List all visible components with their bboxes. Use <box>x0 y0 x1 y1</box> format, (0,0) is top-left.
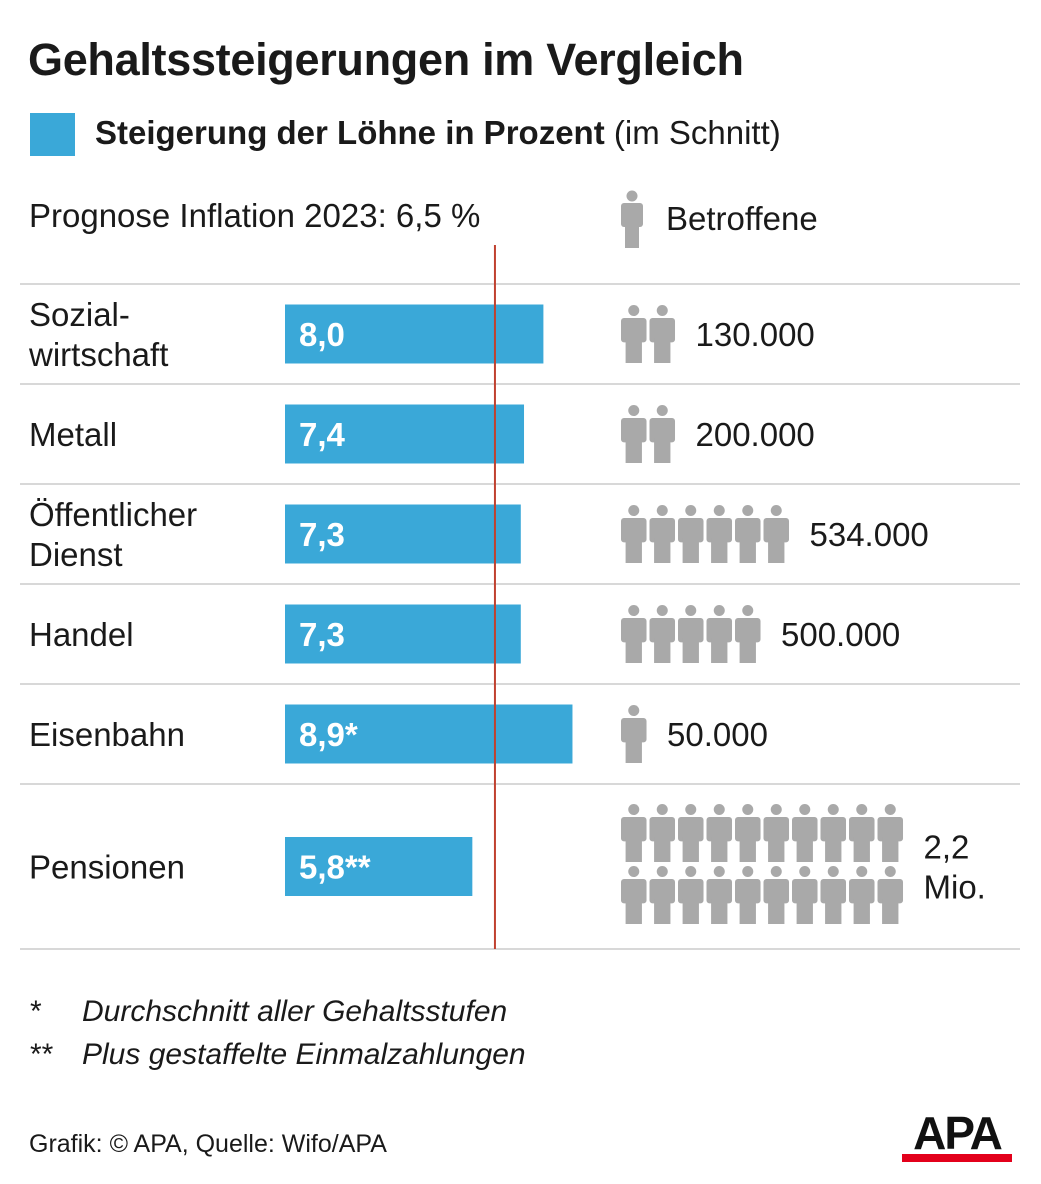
affected-count: 500.000 <box>781 616 900 653</box>
affected-header: Betroffene <box>618 190 818 248</box>
legend-label: Steigerung der Löhne in Prozent (im Schn… <box>95 114 781 152</box>
affected-label: Betroffene <box>666 200 818 237</box>
footnote-mark: ** <box>30 1038 54 1071</box>
legend-swatch <box>30 113 75 156</box>
affected-count: 2,2 Mio. <box>924 829 986 906</box>
affected-count: 534.000 <box>810 516 929 553</box>
category-label: Eisenbahn <box>29 716 185 753</box>
person-icon <box>621 605 761 663</box>
category-label: Metall <box>29 416 117 453</box>
bar-value-label: 5,8** <box>299 849 371 886</box>
legend-label-bold: Steigerung der Löhne in Prozent <box>95 114 605 151</box>
apa-logo-bar <box>902 1154 1012 1162</box>
footnote-2: ** Plus gestaffelte Einmalzahlungen <box>30 1038 526 1072</box>
person-icon <box>621 505 790 563</box>
footnote-text: Plus gestaffelte Einmalzahlungen <box>82 1038 526 1071</box>
bar-value-label: 8,0 <box>299 316 345 353</box>
bar-value-label: 7,3 <box>299 516 345 553</box>
category-label: Sozial-wirtschaft <box>28 296 168 373</box>
person-icon <box>621 705 647 763</box>
legend-label-normal: (im Schnitt) <box>613 114 781 151</box>
bar <box>285 837 473 896</box>
bar <box>285 404 525 464</box>
bar-value-label: 8,9* <box>299 716 358 753</box>
person-icon <box>621 305 676 363</box>
bar <box>285 604 521 664</box>
apa-logo-text: APA <box>913 1107 1003 1159</box>
bar-value-label: 7,3 <box>299 616 345 653</box>
person-icon <box>621 804 904 924</box>
affected-count: 130.000 <box>696 316 815 353</box>
footnote-text: Durchschnitt aller Gehaltsstufen <box>82 995 508 1028</box>
person-icon <box>621 190 643 248</box>
source-credit: Grafik: © APA, Quelle: Wifo/APA <box>29 1130 387 1158</box>
bar <box>285 504 521 564</box>
category-label: Pensionen <box>29 849 185 886</box>
bar <box>285 704 573 764</box>
category-label: Öffentlicher Dienst <box>29 496 197 573</box>
bar <box>285 304 544 364</box>
apa-logo: APA <box>902 1107 1012 1162</box>
affected-count: 50.000 <box>667 716 768 753</box>
bar-chart: Sozial-wirtschaft 8,0 130.000 Metall 7,4 200.… <box>20 245 1020 950</box>
inflation-label: Prognose Inflation 2023: 6,5 % <box>29 197 481 234</box>
footnote-mark: * <box>30 995 42 1028</box>
category-label: Handel <box>29 616 134 653</box>
person-icon <box>621 405 676 463</box>
footnote-1: * Durchschnitt aller Gehaltsstufen <box>30 995 507 1029</box>
chart-title: Gehaltssteigerungen im Vergleich <box>28 34 744 85</box>
affected-count: 200.000 <box>696 416 815 453</box>
bar-value-label: 7,4 <box>299 416 346 453</box>
